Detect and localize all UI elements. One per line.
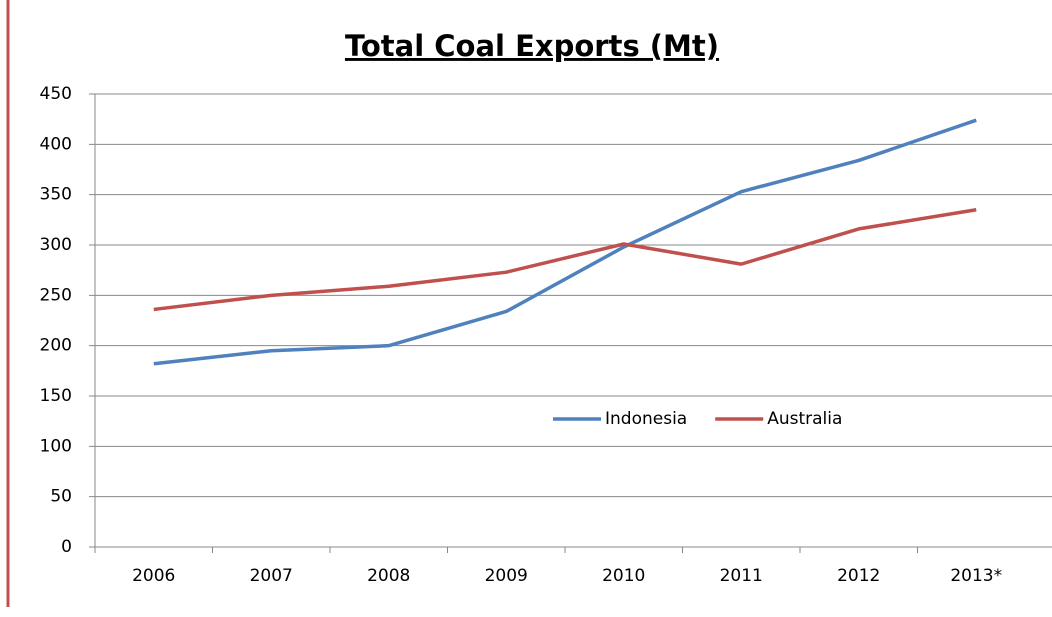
x-tick-label: 2013* [950,566,1002,586]
y-tick-label: 400 [40,134,72,154]
x-tick-label: 2011 [720,566,763,586]
x-tick-label: 2008 [367,566,410,586]
y-tick-label: 200 [40,336,72,356]
legend-label: Indonesia [605,409,687,429]
x-tick-label: 2012 [837,566,880,586]
x-tick-label: 2007 [250,566,293,586]
y-tick-label: 300 [40,235,72,255]
y-tick-label: 450 [40,84,72,104]
y-tick-label: 100 [40,436,72,456]
x-tick-label: 2006 [132,566,175,586]
line-series [153,118,977,366]
y-tick-label: 150 [40,386,72,406]
line-series [153,208,977,312]
y-tick-label: 50 [50,487,72,507]
y-tick-label: 0 [61,537,72,557]
legend-label: Australia [767,409,842,429]
x-tick-label: 2009 [485,566,528,586]
y-tick-label: 350 [40,185,72,205]
chart-title: Total Coal Exports (Mt) [345,29,719,63]
y-tick-label: 250 [40,285,72,305]
x-tick-label: 2010 [602,566,645,586]
